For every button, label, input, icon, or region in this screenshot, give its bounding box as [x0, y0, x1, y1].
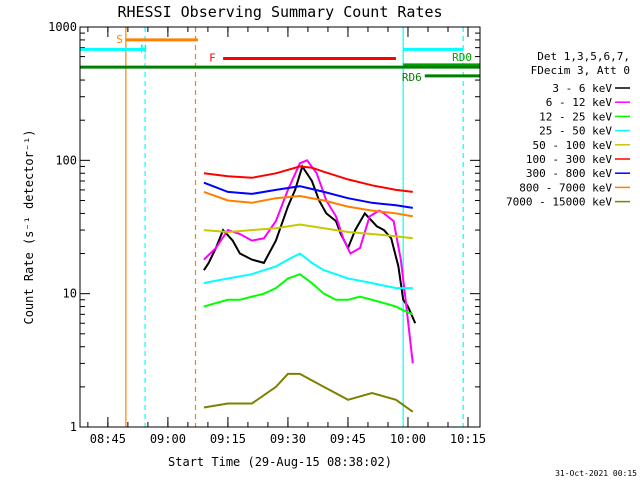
y-axis-label: Count Rate (s⁻¹ detector⁻¹) [22, 129, 36, 324]
state-bar-label: RD0 [452, 51, 472, 64]
x-tick-label: 09:45 [330, 432, 366, 446]
x-tick-label: 10:00 [390, 432, 426, 446]
series-line [203, 165, 413, 193]
legend-label: 25 - 50 keV [539, 125, 612, 138]
legend-label: 100 - 300 keV [526, 153, 612, 166]
plot-area: F RD0 RD6 S N [80, 27, 480, 427]
timestamp: 31-Oct-2021 00:15 [555, 469, 637, 478]
y-tick-label: 1 [70, 420, 77, 434]
state-bar-label: F [209, 52, 216, 65]
x-tick-label: 08:45 [90, 432, 126, 446]
series-line [203, 190, 413, 218]
series-line [203, 164, 417, 324]
series-line [203, 252, 413, 290]
legend-label: 7000 - 15000 keV [506, 196, 612, 209]
legend-header-line-2: FDecim 3, Att 0 [531, 64, 630, 77]
state-bar-label: RD6 [402, 71, 422, 84]
state-bar-label: N [140, 42, 147, 55]
series-line [203, 159, 414, 364]
x-axis-label: Start Time (29-Aug-15 08:38:02) [168, 455, 392, 469]
x-tick-label: 09:00 [150, 432, 186, 446]
legend-label: 12 - 25 keV [539, 110, 612, 123]
plot-frame [79, 26, 481, 428]
state-bar-label: S [116, 33, 123, 46]
series-line [203, 223, 413, 240]
x-tick-label: 10:15 [450, 432, 486, 446]
x-axis: 08:45 09:00 09:15 09:30 09:45 10:00 10:15 [87, 27, 486, 446]
legend-label: 3 - 6 keV [552, 82, 612, 95]
legend-header-line-1: Det 1,3,5,6,7, [537, 50, 630, 63]
series-line [203, 181, 413, 209]
x-tick-label: 09:15 [210, 432, 246, 446]
series-line [203, 372, 414, 413]
chart-title: RHESSI Observing Summary Count Rates [117, 3, 442, 21]
legend-label: 50 - 100 keV [533, 139, 613, 152]
legend-label: 6 - 12 keV [546, 96, 613, 109]
legend-label: 800 - 7000 keV [519, 181, 612, 194]
y-tick-label: 100 [55, 153, 77, 167]
y-tick-label: 1000 [48, 20, 77, 34]
x-tick-label: 09:30 [270, 432, 306, 446]
legend-label: 300 - 800 keV [526, 167, 612, 180]
y-tick-label: 10 [63, 287, 77, 301]
legend: Det 1,3,5,6,7, FDecim 3, Att 0 3 - 6 keV… [506, 50, 630, 209]
series-line [203, 273, 414, 316]
